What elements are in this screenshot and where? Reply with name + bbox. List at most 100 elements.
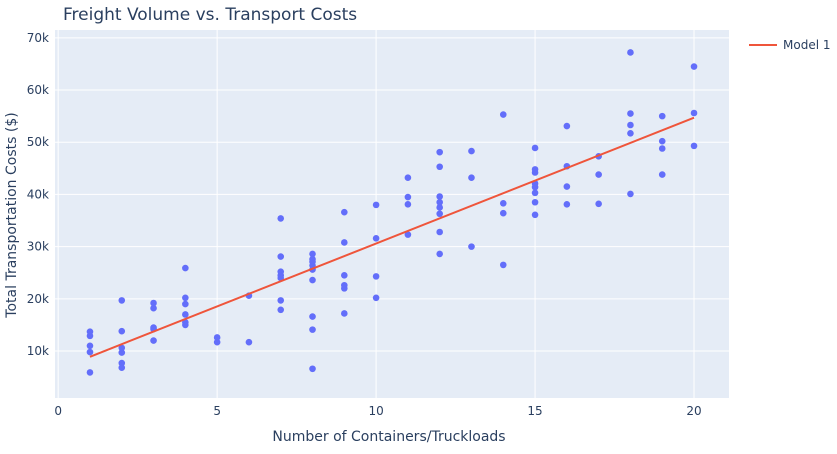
data-point[interactable] [277,306,285,314]
data-point[interactable] [213,334,221,341]
data-point[interactable] [309,365,316,373]
data-point[interactable] [436,163,443,171]
y-axis-title: Total Transportation Costs ($) [4,112,20,318]
data-point[interactable] [150,337,157,344]
data-point[interactable] [690,142,698,150]
data-point[interactable] [86,328,94,336]
legend[interactable]: Model 1 [749,38,830,52]
data-point[interactable] [277,297,285,304]
data-point[interactable] [436,210,443,218]
data-point[interactable] [277,215,285,222]
chart-title: Freight Volume vs. Transport Costs [63,5,357,25]
data-point[interactable] [595,171,602,178]
data-point[interactable] [468,174,475,182]
data-point[interactable] [436,198,443,206]
data-point[interactable] [118,327,126,335]
data-point[interactable] [372,273,380,280]
data-point[interactable] [690,109,698,117]
data-point[interactable] [118,349,126,356]
data-point[interactable] [658,112,666,120]
y-tick-label: 30k [27,240,49,254]
plot-area [55,30,729,398]
data-point[interactable] [627,190,634,198]
data-point[interactable] [372,234,380,242]
y-tick-label: 40k [27,187,49,201]
data-point[interactable] [309,326,316,333]
data-point[interactable] [118,364,126,372]
data-point[interactable] [341,208,348,216]
data-point[interactable] [245,338,253,346]
data-point[interactable] [436,193,443,200]
data-point[interactable] [341,310,348,317]
data-point[interactable] [468,243,475,250]
data-point[interactable] [436,250,443,258]
data-point[interactable] [118,344,126,352]
data-point[interactable] [309,250,316,258]
x-tick-label: 0 [54,404,62,418]
data-point[interactable] [436,148,443,156]
data-point[interactable] [531,198,539,206]
data-point[interactable] [309,255,316,263]
data-point[interactable] [690,63,698,70]
data-point[interactable] [563,201,571,208]
data-point[interactable] [531,144,539,152]
data-point[interactable] [118,297,126,304]
data-point[interactable] [150,299,157,307]
data-point[interactable] [499,199,507,207]
data-point[interactable] [277,268,285,275]
data-point[interactable] [627,121,634,129]
data-point[interactable] [309,276,316,284]
data-point[interactable] [436,228,443,236]
trend-line-layer [89,116,695,358]
data-point[interactable] [436,204,443,211]
data-point[interactable] [658,171,666,178]
data-point[interactable] [658,145,666,152]
data-point[interactable] [499,209,507,217]
data-point[interactable] [627,130,634,137]
data-point[interactable] [86,348,94,356]
data-point[interactable] [658,137,666,145]
data-point[interactable] [404,201,412,208]
data-point[interactable] [341,281,348,289]
data-point[interactable] [150,324,157,331]
data-point[interactable] [595,200,602,208]
data-point[interactable] [277,253,285,260]
data-point[interactable] [309,313,316,320]
y-tick-label: 50k [27,135,49,149]
data-point[interactable] [468,147,475,155]
data-point[interactable] [563,122,571,130]
x-tick-label: 20 [686,404,701,418]
data-point[interactable] [341,239,348,246]
data-point[interactable] [182,294,189,302]
grid-layer [55,30,729,398]
data-point[interactable] [627,49,634,56]
data-point[interactable] [531,166,539,173]
data-point[interactable] [627,110,634,117]
data-point[interactable] [372,201,380,209]
y-tick-label: 10k [27,344,49,358]
x-tick-label: 15 [527,404,542,418]
data-point[interactable] [150,304,157,312]
data-point[interactable] [182,264,189,272]
data-point[interactable] [86,369,94,376]
data-point[interactable] [182,300,189,308]
data-point[interactable] [563,183,571,190]
data-point[interactable] [499,111,507,118]
model-1-line[interactable] [89,116,695,358]
data-point[interactable] [118,359,126,367]
data-point[interactable] [404,193,412,201]
data-point[interactable] [531,189,539,197]
x-tick-label: 10 [368,404,383,418]
data-point[interactable] [404,174,412,182]
data-point[interactable] [372,294,380,302]
data-point[interactable] [404,231,412,238]
y-tick-label: 20k [27,292,49,306]
data-point[interactable] [341,272,348,279]
data-point[interactable] [499,261,507,269]
data-point[interactable] [531,211,539,219]
data-point[interactable] [213,338,221,346]
data-point[interactable] [182,311,189,318]
data-point[interactable] [86,342,94,350]
